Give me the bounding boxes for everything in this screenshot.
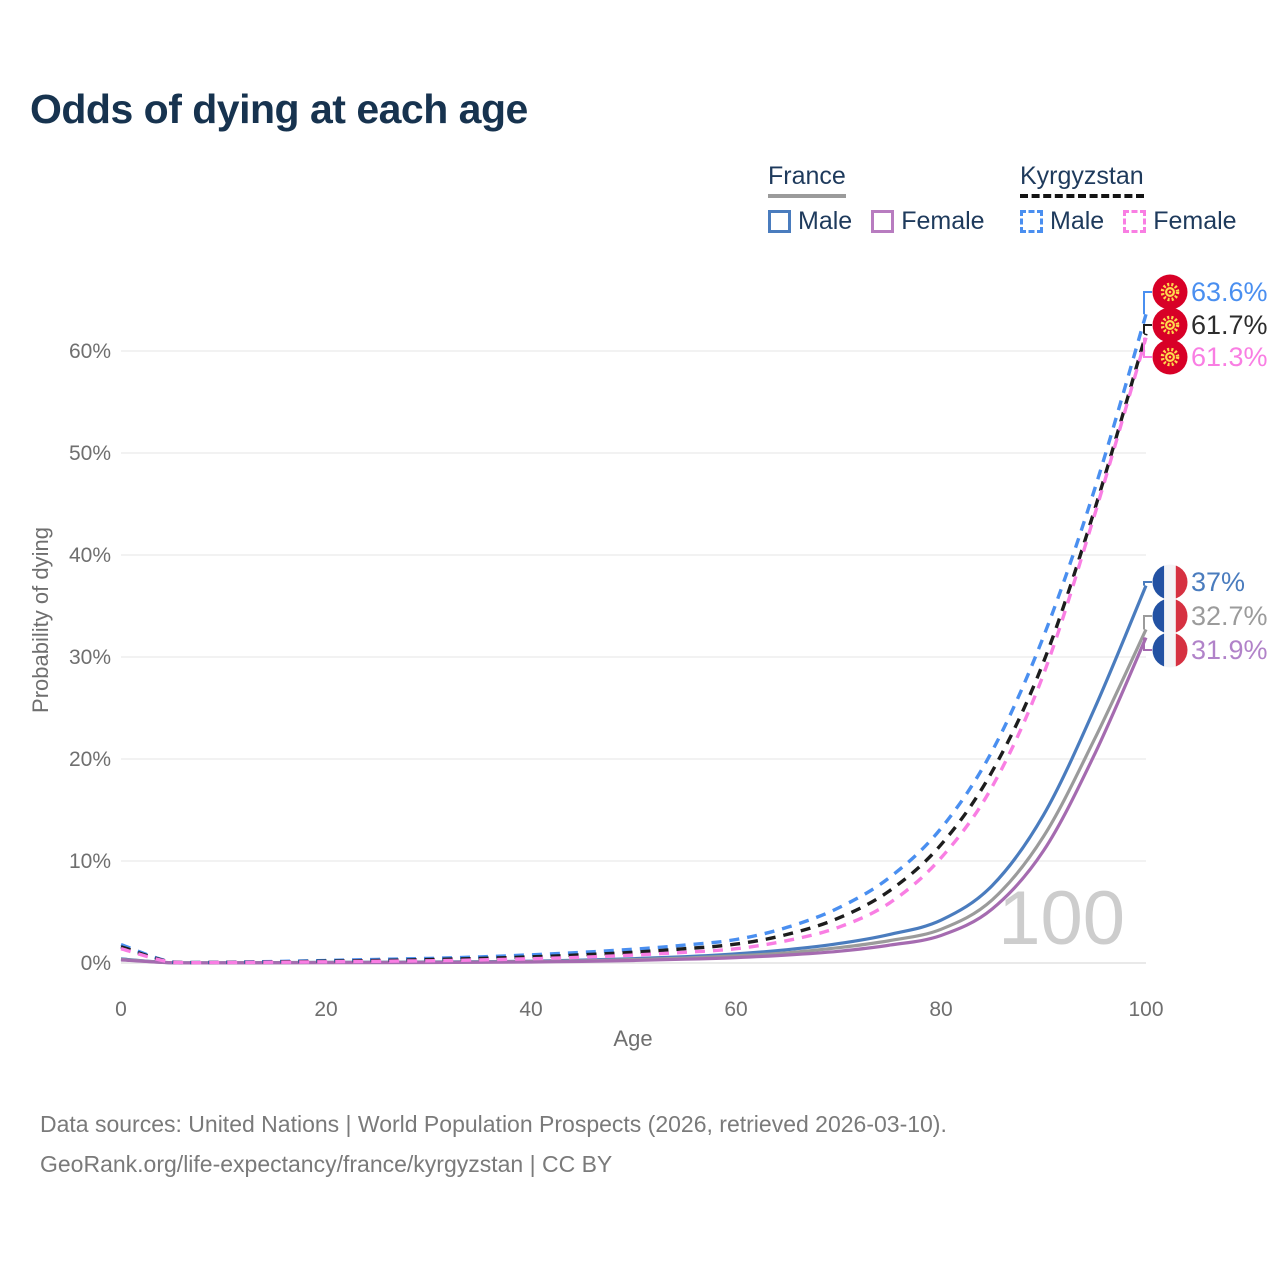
label-connector-kyrgyzstan-male [1143,291,1152,315]
end-value-label-kyrgyzstan-both: 61.7% [1191,310,1268,340]
y-tick-label: 10% [69,850,111,873]
kyrgyzstan-flag-icon [1150,305,1190,345]
legend-heading-kyrgyzstan: Kyrgyzstan [1020,162,1144,198]
end-labels: 37% 32.7% 31.9% 63.6%61.7%61.3% [1143,272,1268,668]
legend-item-france-female[interactable]: Female [871,207,985,236]
footer: Data sources: United Nations | World Pop… [40,1104,947,1184]
y-tick-label: 0% [81,952,111,975]
y-axis-label: Probability of dying [28,527,53,713]
legend-item-kyrgyzstan-male[interactable]: Male [1020,207,1104,236]
chart-title: Odds of dying at each age [30,86,528,132]
end-value-label-france-female: 31.9% [1191,635,1268,665]
legend-item-france-male[interactable]: Male [768,207,852,236]
gridlines: 0% 10% 20% 30% 40% 50% 60% 0 20 40 60 80 100 [69,340,1164,1021]
legend-label-kyrgyzstan-female: Female [1153,207,1237,235]
series-line-france-both[interactable] [120,628,1148,965]
label-connector-france-female [1143,637,1152,651]
age-watermark: 100 [998,876,1125,961]
x-tick-label: 100 [1128,998,1163,1021]
y-tick-label: 50% [69,442,111,465]
series-curves [120,313,1148,965]
label-connector-france-male [1143,581,1152,586]
footer-data-sources: Data sources: United Nations | World Pop… [40,1111,947,1137]
y-tick-label: 20% [69,748,111,771]
legend-group-kyrgyzstan: Kyrgyzstan Male Female [1020,162,1237,236]
series-line-kyrgyzstan-female[interactable] [120,337,1148,965]
y-tick-label: 40% [69,544,111,567]
x-tick-label: 20 [314,998,337,1021]
series-line-kyrgyzstan-both[interactable] [120,333,1148,965]
x-axis-label: Age [613,1026,652,1051]
solid-square-swatch-icon [768,210,791,233]
solid-square-swatch-icon [871,210,895,233]
series-line-kyrgyzstan-male[interactable] [120,313,1148,965]
x-tick-label: 40 [519,998,542,1021]
legend-label-kyrgyzstan-male: Male [1050,207,1105,235]
legend-label-france-female: Female [901,207,985,235]
france-flag-icon [1153,565,1188,600]
dashed-square-swatch-icon [1123,210,1147,233]
france-flag-icon [1153,633,1188,668]
label-connector-kyrgyzstan-female [1143,337,1152,358]
series-line-france-female[interactable] [120,636,1148,965]
end-value-label-kyrgyzstan-male: 63.6% [1191,277,1268,307]
x-tick-label: 80 [929,998,952,1021]
legend-group-france: France Male Female [768,162,985,236]
y-tick-label: 30% [69,646,111,669]
label-connector-france-both [1143,615,1152,630]
footer-attribution: GeoRank.org/life-expectancy/france/kyrgy… [40,1151,613,1177]
end-value-label-france-male: 37% [1191,567,1245,597]
legend-heading-france: France [768,162,846,198]
y-tick-label: 60% [69,340,111,363]
x-tick-label: 60 [724,998,747,1021]
end-value-label-france-both: 32.7% [1191,601,1268,631]
kyrgyzstan-flag-icon [1150,337,1190,377]
legend-item-kyrgyzstan-female[interactable]: Female [1123,207,1237,236]
kyrgyzstan-flag-icon [1150,272,1190,312]
dashed-square-swatch-icon [1020,210,1043,233]
label-connector-kyrgyzstan-both [1143,324,1152,334]
legend-label-france-male: Male [798,207,853,235]
france-flag-icon [1153,599,1188,634]
x-tick-label: 0 [115,998,127,1021]
end-value-label-kyrgyzstan-female: 61.3% [1191,342,1268,372]
